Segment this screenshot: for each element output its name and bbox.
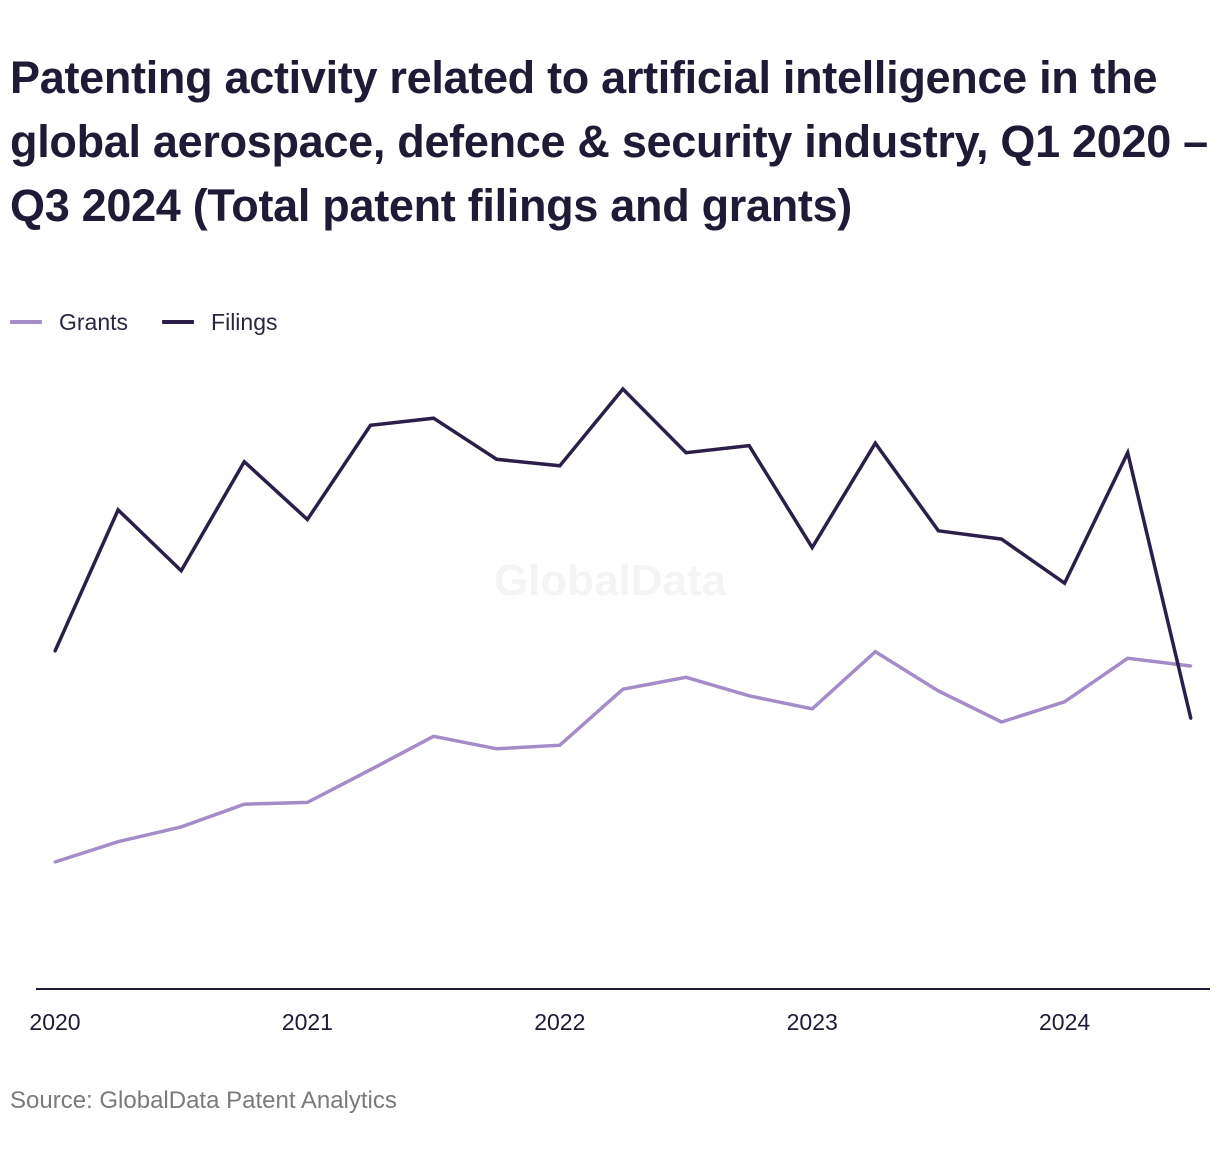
data-point-filings xyxy=(936,529,940,533)
legend-item-filings: Filings xyxy=(162,308,278,336)
data-point-filings xyxy=(684,451,688,455)
data-point-filings xyxy=(1063,581,1067,585)
data-point-filings xyxy=(558,464,562,468)
data-point-grants xyxy=(747,694,751,698)
data-point-filings xyxy=(810,546,814,549)
data-point-filings xyxy=(873,441,877,445)
line-chart: GlobalData 2020 2021 2022 2023 2024 xyxy=(29,386,1210,1035)
data-point-grants xyxy=(1126,656,1130,660)
x-tick-label: 2022 xyxy=(534,1009,585,1035)
x-tick-label: 2023 xyxy=(787,1009,838,1035)
x-axis-ticks: 2020 2021 2022 2023 2024 xyxy=(29,1009,1090,1035)
legend-item-grants: Grants xyxy=(10,309,128,336)
x-tick-label: 2021 xyxy=(282,1009,333,1035)
data-point-grants xyxy=(621,687,625,691)
series-layer xyxy=(53,386,1193,864)
data-point-grants xyxy=(684,675,688,679)
data-point-grants xyxy=(179,825,183,829)
data-point-grants xyxy=(242,802,246,806)
data-point-filings xyxy=(242,460,246,464)
watermark-text: GlobalData xyxy=(494,556,727,605)
data-point-filings xyxy=(116,508,120,512)
legend-label-filings: Filings xyxy=(211,308,278,335)
legend-swatch-grants xyxy=(10,320,42,324)
data-point-filings xyxy=(432,416,436,420)
data-point-grants xyxy=(1189,664,1193,668)
chart-legend: Grants Filings xyxy=(10,307,278,337)
x-tick-label: 2020 xyxy=(29,1009,80,1035)
data-point-grants xyxy=(558,743,562,747)
data-point-grants xyxy=(495,747,499,751)
series-line-grants xyxy=(54,649,1192,864)
data-point-filings xyxy=(1189,716,1193,720)
data-point-filings xyxy=(179,569,183,573)
data-point-filings xyxy=(305,518,309,521)
legend-swatch-filings xyxy=(162,320,195,324)
data-point-filings xyxy=(495,457,499,461)
data-point-grants xyxy=(1063,700,1067,704)
data-point-filings xyxy=(621,387,625,391)
source-note: Source: GlobalData Patent Analytics xyxy=(10,1087,397,1114)
data-point-filings xyxy=(53,649,57,653)
legend-label-grants: Grants xyxy=(59,308,129,335)
data-point-grants xyxy=(305,800,309,804)
chart-title: Patenting activity related to artificial… xyxy=(10,52,1208,231)
data-point-filings xyxy=(1126,451,1130,455)
data-point-filings xyxy=(747,444,751,448)
data-point-grants xyxy=(936,689,940,693)
data-point-grants xyxy=(116,840,120,844)
data-point-grants xyxy=(53,860,57,864)
series-line-filings xyxy=(53,386,1193,719)
data-point-filings xyxy=(1000,537,1003,541)
data-point-grants xyxy=(1000,720,1003,724)
data-point-filings xyxy=(369,423,372,427)
x-tick-label: 2024 xyxy=(1039,1009,1090,1035)
data-point-grants xyxy=(810,707,814,711)
data-point-grants xyxy=(369,768,372,772)
data-point-grants xyxy=(432,734,436,738)
data-point-grants xyxy=(873,650,877,654)
